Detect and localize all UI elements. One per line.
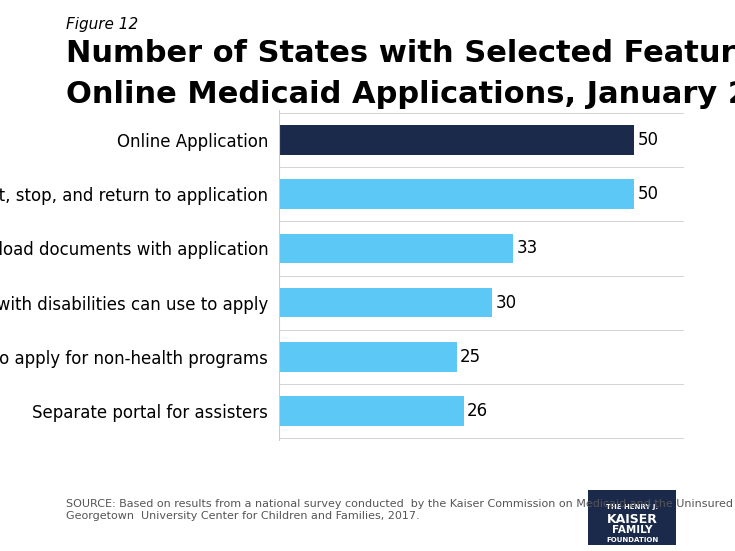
Text: 26: 26: [467, 402, 488, 420]
Text: THE HENRY J.: THE HENRY J.: [606, 504, 658, 510]
Bar: [279, 288, 492, 317]
Bar: [279, 342, 456, 371]
Bar: [279, 125, 634, 155]
Text: 50: 50: [637, 185, 659, 203]
Text: 30: 30: [495, 294, 517, 311]
Bar: [279, 396, 464, 426]
Text: 50: 50: [637, 131, 659, 149]
Text: Figure 12: Figure 12: [66, 17, 138, 31]
Text: SOURCE: Based on results from a national survey conducted  by the Kaiser Commiss: SOURCE: Based on results from a national…: [66, 499, 735, 521]
Text: KAISER: KAISER: [606, 512, 658, 526]
Bar: [279, 180, 634, 209]
Text: FAMILY: FAMILY: [612, 525, 653, 535]
Text: 33: 33: [517, 240, 538, 257]
Text: Online Medicaid Applications, January 2017: Online Medicaid Applications, January 20…: [66, 80, 735, 109]
Text: 25: 25: [460, 348, 481, 366]
Text: FOUNDATION: FOUNDATION: [606, 537, 659, 543]
Bar: [279, 234, 513, 263]
Text: Number of States with Selected Features and Functions for: Number of States with Selected Features …: [66, 39, 735, 68]
